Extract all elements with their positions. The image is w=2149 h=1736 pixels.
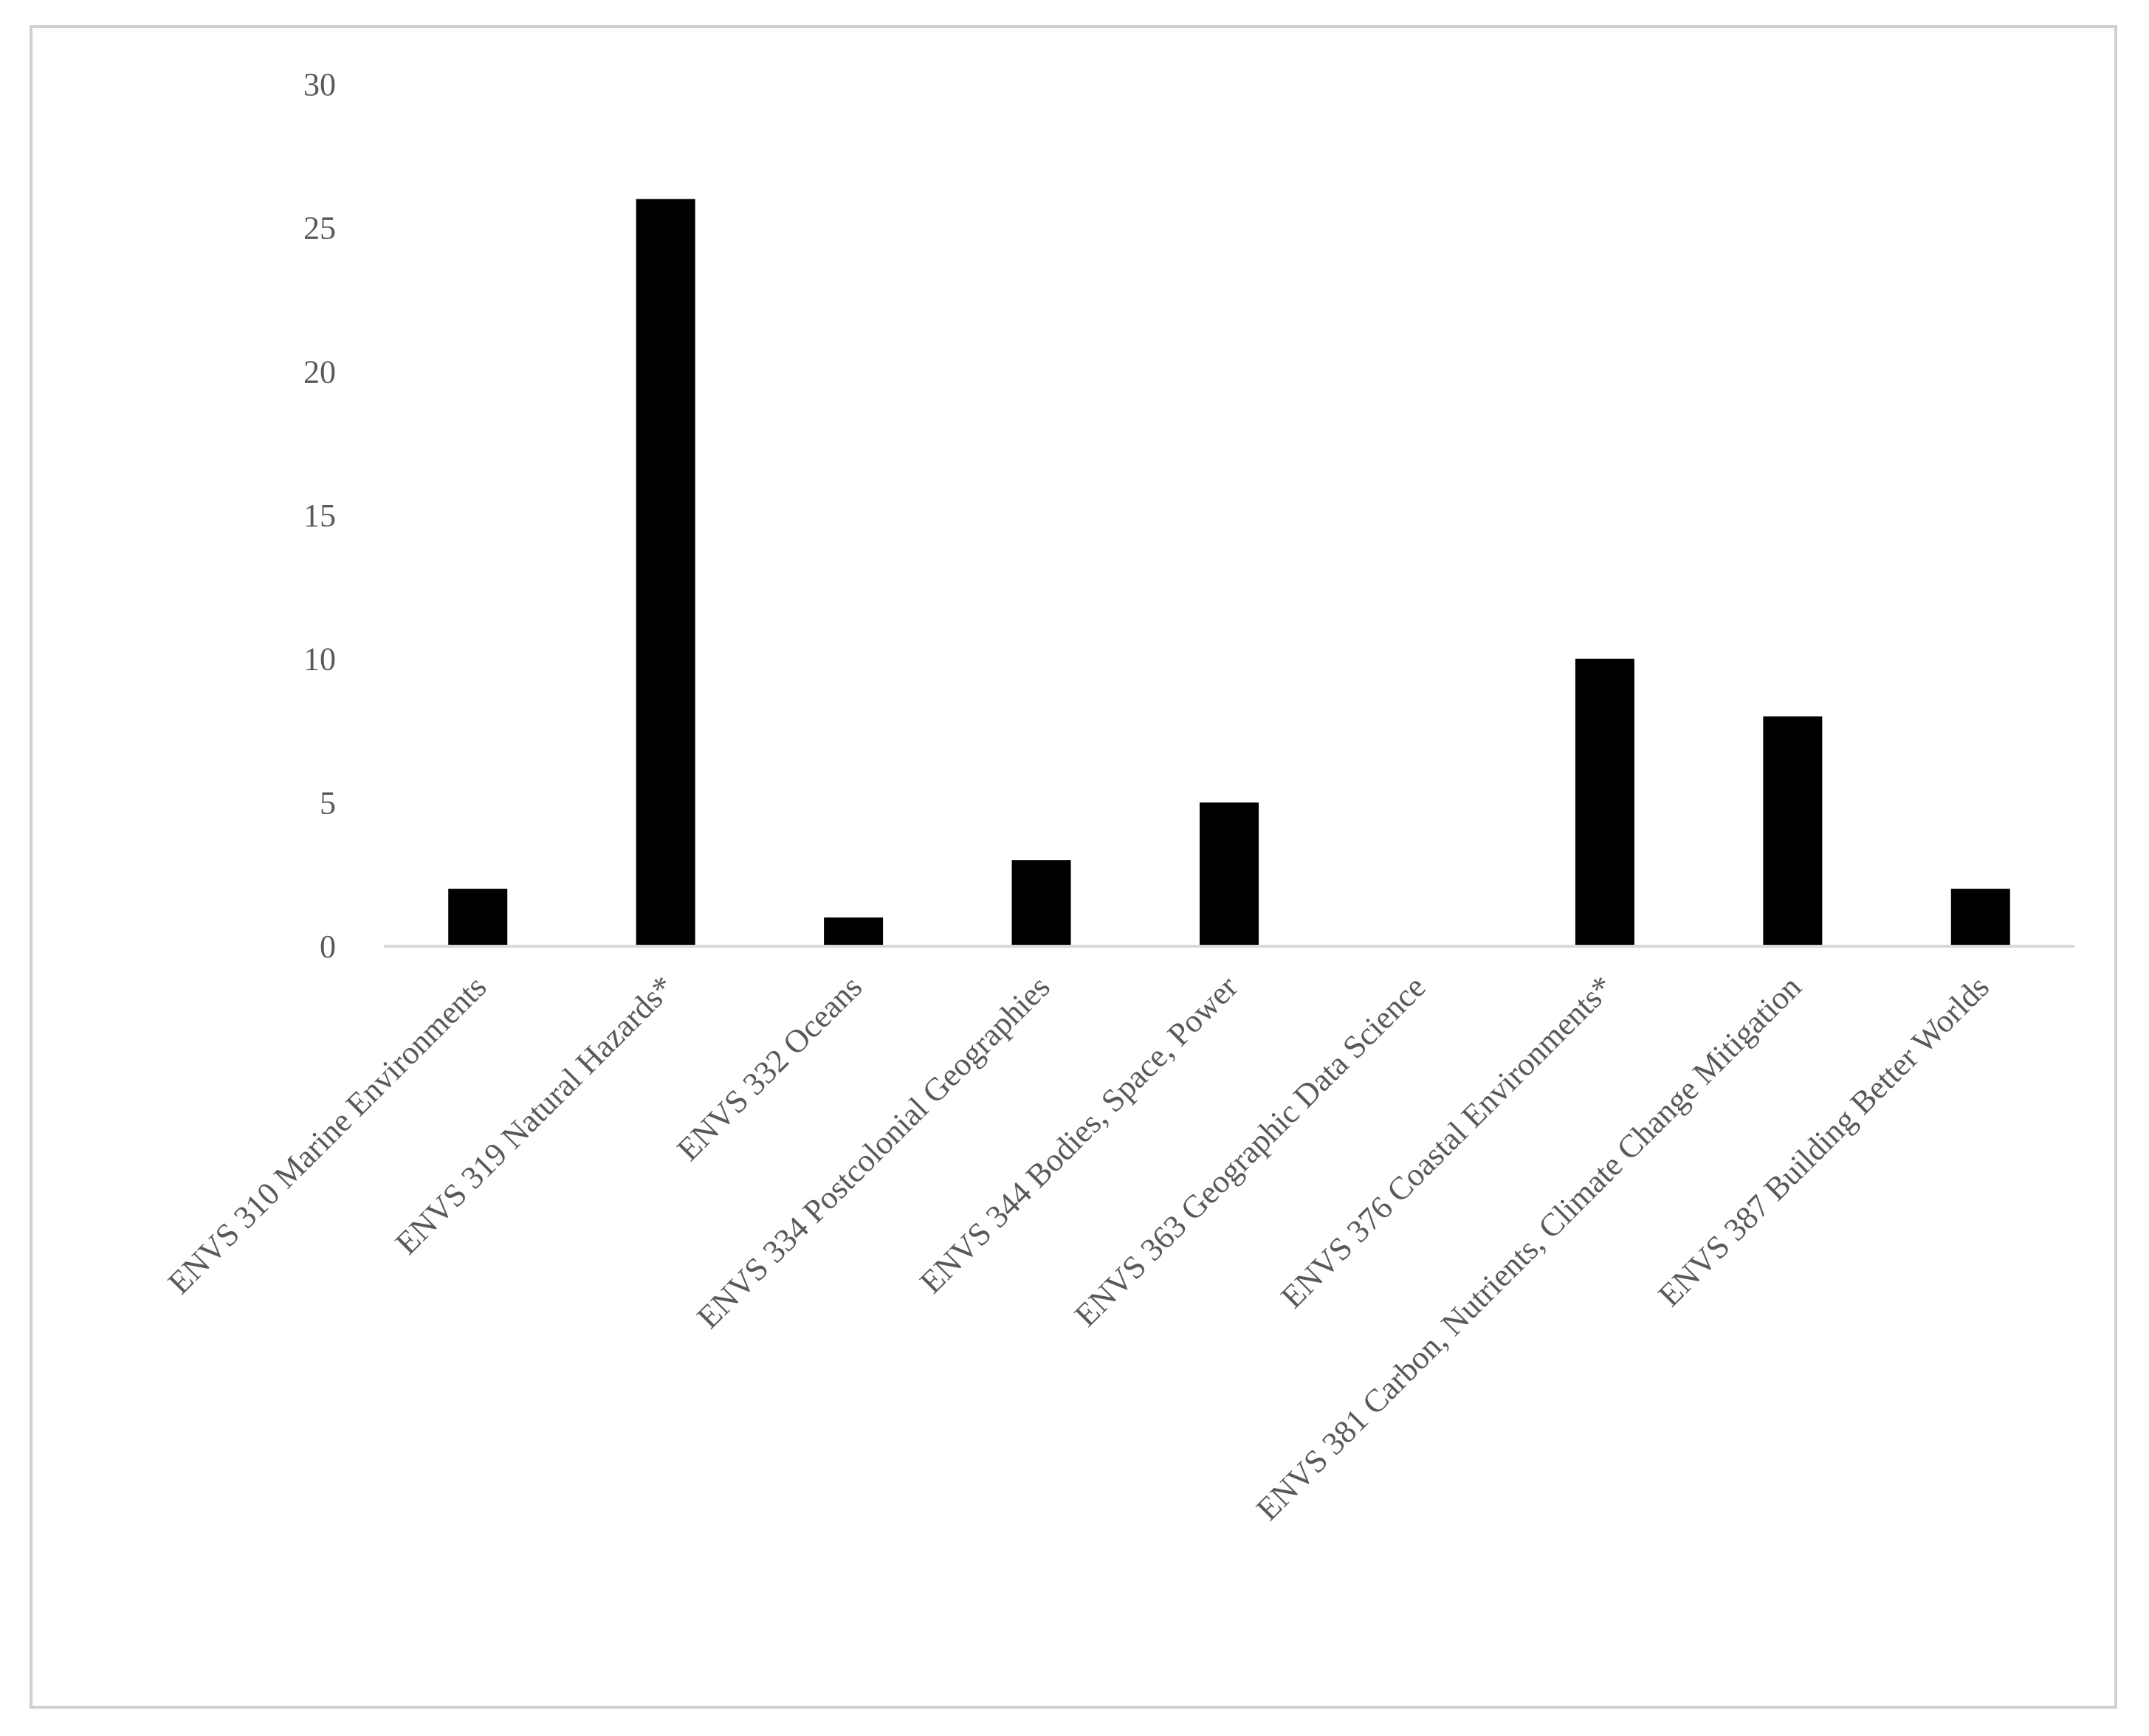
bar	[1950, 889, 2010, 946]
bar	[448, 889, 508, 946]
x-category-label: ENVS 310 Marine Environments	[161, 968, 493, 1301]
x-category-label: ENVS 363 Geographic Data Science	[1067, 968, 1432, 1333]
y-tick-label: 25	[303, 210, 336, 247]
x-category-label: ENVS 344 Bodies, Space, Power	[913, 968, 1245, 1301]
bar	[824, 917, 884, 946]
y-tick-label: 30	[303, 66, 336, 103]
y-axis-ticks: 0 5 10 15 20 25 30	[303, 66, 336, 965]
x-category-label: ENVS 387 Building Better Worlds	[1651, 968, 1996, 1313]
bar	[1011, 860, 1071, 946]
y-tick-label: 15	[303, 497, 336, 534]
y-tick-label: 10	[303, 641, 336, 678]
bar	[636, 199, 695, 946]
y-tick-label: 0	[320, 929, 336, 965]
x-category-label: ENVS 334 Postcolonial Geographies	[690, 968, 1057, 1335]
bar	[1200, 802, 1259, 946]
y-tick-label: 5	[320, 785, 336, 821]
y-tick-label: 20	[303, 354, 336, 390]
x-category-label: ENVS 376 Coastal Environments*	[1274, 968, 1620, 1315]
bar	[1575, 658, 1634, 946]
bars	[448, 199, 2010, 946]
x-category-label: ENVS 332 Oceans	[670, 968, 869, 1168]
bar	[1763, 716, 1823, 946]
